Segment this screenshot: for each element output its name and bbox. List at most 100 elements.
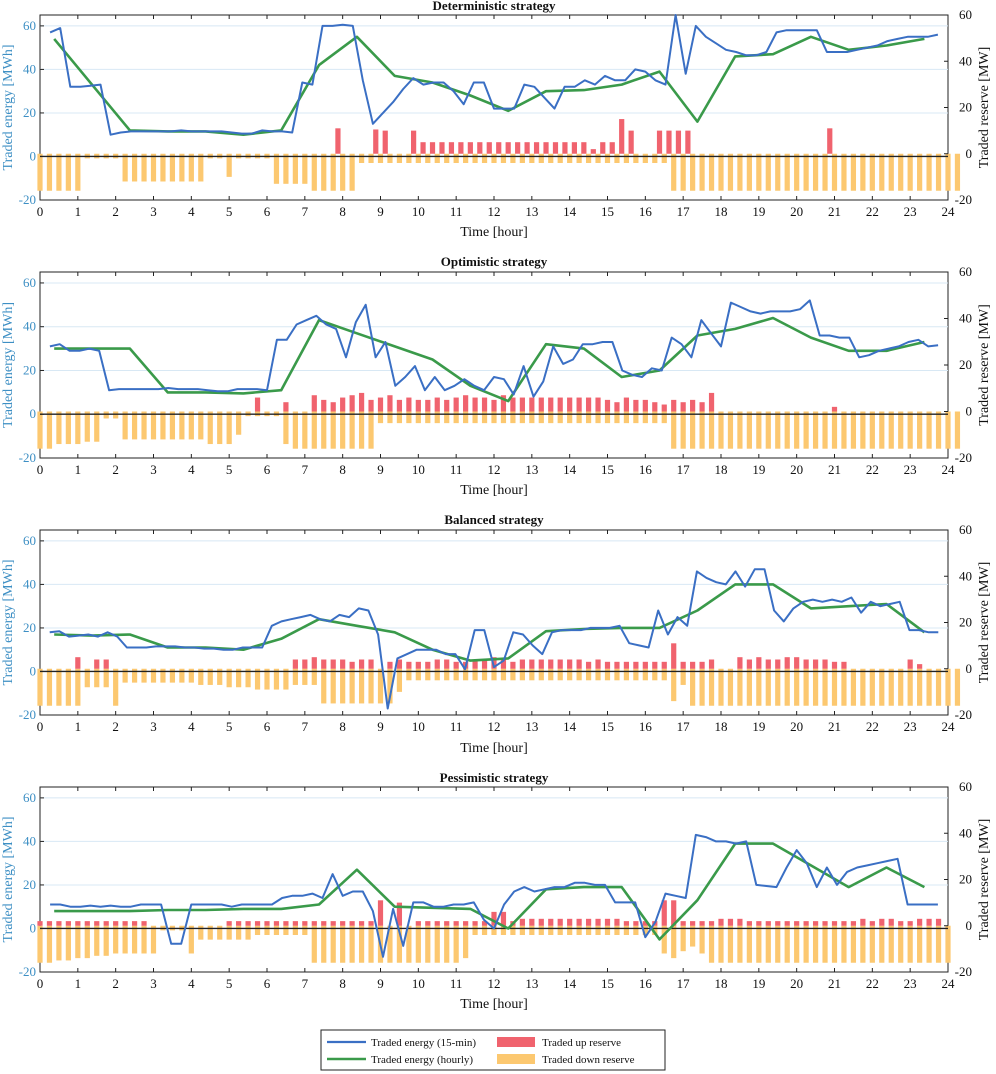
down-reserve-bar [633,153,639,163]
down-reserve-bar [75,411,81,445]
down-reserve-bar [888,411,894,449]
down-reserve-bar [765,668,771,706]
x-tick-label: 13 [525,719,538,734]
down-reserve-bar [529,668,535,681]
up-reserve-bar [311,395,317,412]
up-reserve-bar [396,659,403,669]
down-reserve-bar [377,411,384,424]
up-reserve-bar [377,900,384,926]
down-reserve-bar [917,153,923,191]
x-tick-label: 3 [150,976,157,991]
x-tick-label: 17 [677,462,691,477]
down-reserve-bar [708,411,715,449]
down-reserve-bar [690,668,696,706]
chart-panel-4: 0 1 2 3 4 5 6 7 8 9 10 11 12 13 14 15 16 17 18 19 20 21 22 23 24… [1,770,992,1012]
down-reserve-bar [84,925,90,959]
down-reserve-bar [198,153,204,182]
x-axis-label: Time [hour] [460,997,528,1012]
x-tick-label: 16 [639,462,653,477]
down-reserve-bar [661,925,667,954]
up-reserve-bar [831,661,838,669]
down-reserve-bar [188,925,194,954]
up-reserve-bar [330,402,336,412]
down-reserve-bar [888,668,894,706]
up-reserve-bar [604,918,611,926]
y-left-tick-label: 0 [30,406,37,421]
up-reserve-bar [472,659,478,669]
down-reserve-bar [500,925,507,935]
up-reserve-bar [396,902,403,926]
down-reserve-bar [794,411,800,449]
up-reserve-bar [557,659,563,669]
x-tick-label: 1 [75,976,82,991]
legend-label-down-reserve: Traded down reserve [542,1054,635,1066]
down-reserve-bar [406,925,412,963]
up-reserve-bar [340,659,346,669]
down-reserve-bar [472,925,478,935]
down-reserve-bar [926,925,932,963]
down-reserve-bar [387,153,393,163]
up-reserve-bar [666,130,672,154]
down-reserve-bar [671,411,677,449]
down-reserve-bar [529,925,535,935]
down-reserve-bar [803,668,809,706]
up-reserve-bar [273,921,280,926]
down-reserve-bar [198,411,204,440]
x-tick-label: 19 [752,976,765,991]
down-reserve-bar [349,411,355,449]
x-tick-label: 12 [488,204,501,219]
up-reserve-bar [614,918,620,926]
x-tick-label: 9 [377,976,384,991]
down-reserve-bar [94,925,100,956]
up-reserve-bar [652,661,658,669]
up-reserve-bar [429,142,436,154]
x-tick-label: 0 [37,719,44,734]
x-tick-label: 9 [377,204,384,219]
down-reserve-bar [614,411,620,424]
down-reserve-bar [917,925,923,963]
down-reserve-bar [160,411,166,440]
series-line-energy-15min [50,833,938,958]
legend-label-up-reserve: Traded up reserve [542,1037,621,1049]
down-reserve-bar [444,153,450,163]
chart-title: Deterministic strategy [432,0,556,13]
down-reserve-bar [188,153,194,182]
up-reserve-bar [425,399,431,412]
down-reserve-bar [917,411,923,449]
x-tick-label: 18 [715,462,728,477]
x-tick-label: 23 [904,204,917,219]
up-reserve-bar [406,397,412,412]
x-tick-label: 4 [188,204,195,219]
x-tick-label: 11 [450,462,463,477]
down-reserve-bar [444,925,450,963]
down-reserve-bar [84,411,90,442]
up-reserve-bar [567,918,573,926]
y-left-tick-label: 40 [23,833,36,848]
down-reserve-bar [567,411,573,424]
down-reserve-bar [150,411,157,440]
x-tick-label: 24 [942,462,956,477]
up-reserve-bar [311,657,317,669]
y-left-axis-label: Traded energy [MWh] [1,817,16,943]
down-reserve-bar [519,668,525,681]
up-reserve-bar [595,397,601,412]
down-reserve-bar [812,925,819,963]
y-left-axis-label: Traded energy [MWh] [1,302,16,428]
x-tick-label: 15 [601,204,614,219]
up-reserve-bar [56,921,62,926]
up-reserve-bar [708,392,715,412]
down-reserve-bar [935,411,942,449]
up-reserve-bar [590,149,596,154]
y-left-tick-label: 20 [23,877,36,892]
x-tick-label: 21 [828,719,841,734]
down-reserve-bar [538,153,544,163]
down-reserve-bar [94,411,100,442]
y-right-tick-label: 40 [959,311,972,326]
x-tick-label: 6 [264,462,271,477]
x-tick-label: 15 [601,462,614,477]
down-reserve-bar [491,411,497,424]
down-reserve-bar [302,153,308,184]
down-reserve-bar [945,153,951,191]
down-reserve-bar [585,411,592,424]
down-reserve-bar [500,411,507,424]
